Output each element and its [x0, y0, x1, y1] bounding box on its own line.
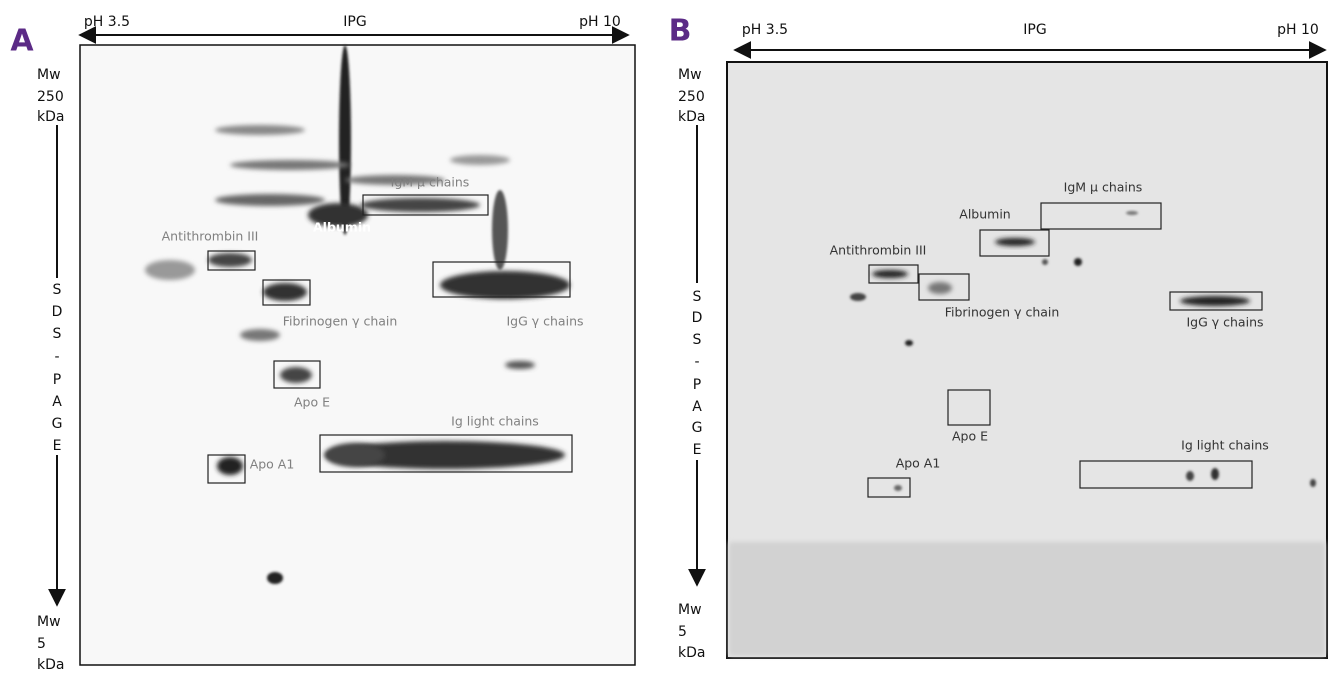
gel-spot	[905, 340, 913, 346]
mw-label: kDa	[37, 109, 64, 125]
gel-spot	[1211, 468, 1219, 480]
sds-letter: S	[53, 282, 62, 298]
ph-label: IPG	[1023, 22, 1046, 38]
spot-label: Fibrinogen γ chain	[283, 314, 398, 329]
gel-spot	[360, 198, 480, 212]
mw-label: kDa	[37, 657, 64, 673]
mw-label: Mw	[678, 67, 702, 83]
spot-label: Albumin	[959, 207, 1010, 222]
mw-label: Mw	[678, 602, 702, 618]
sds-letter: P	[693, 377, 701, 393]
gel-spot	[208, 253, 252, 267]
ph-label: pH 10	[579, 14, 621, 30]
gel-spot	[492, 190, 508, 270]
gel-spot	[1126, 211, 1138, 215]
sds-letter: G	[692, 420, 703, 436]
spot-label: Apo E	[294, 395, 330, 410]
gel	[80, 45, 635, 665]
spot-label: Ig light chains	[1181, 438, 1269, 453]
gel-spot	[850, 293, 866, 301]
sds-letter: -	[694, 354, 699, 370]
sds-letter: D	[52, 304, 63, 320]
figure: ApH 3.5IPGpH 10Mw250kDaMw5kDaSDS-PAGEIgM…	[0, 0, 1329, 673]
gel-spot	[872, 270, 908, 278]
sds-letter: S	[693, 289, 702, 305]
ph-label: pH 3.5	[84, 14, 130, 30]
gel-spot	[894, 485, 902, 491]
spot-label: Apo E	[952, 429, 988, 444]
gel-spot	[450, 155, 510, 165]
mw-label: Mw	[37, 67, 61, 83]
mw-label: Mw	[37, 614, 61, 630]
panel-letter: A	[10, 24, 34, 59]
gel-spot	[145, 260, 195, 280]
gel-spot	[995, 238, 1035, 246]
sds-letter: S	[693, 332, 702, 348]
sds-letter: A	[52, 394, 62, 410]
sds-letter: -	[54, 349, 59, 365]
gel-spot	[230, 160, 350, 170]
gel-spot	[440, 271, 570, 299]
spot-label: IgM μ chains	[391, 175, 470, 190]
mw-label: 5	[678, 624, 687, 640]
spot-label: Antithrombin III	[162, 229, 259, 244]
panel-letter: B	[669, 14, 692, 49]
sds-letter: E	[693, 442, 702, 458]
mw-label: kDa	[678, 109, 705, 125]
gel-shade	[729, 542, 1325, 656]
spot-label: IgG γ chains	[1186, 315, 1263, 330]
spot-label: IgM μ chains	[1064, 180, 1143, 195]
mw-label: 250	[678, 89, 705, 105]
spot-label: IgG γ chains	[506, 314, 583, 329]
mw-label: 250	[37, 89, 64, 105]
ph-label: pH 10	[1277, 22, 1319, 38]
gel-spot	[280, 367, 312, 383]
mw-label: 5	[37, 636, 46, 652]
ph-label: IPG	[343, 14, 366, 30]
sds-letter: S	[53, 326, 62, 342]
spot-label: Apo A1	[896, 456, 941, 471]
sds-letter: P	[53, 372, 61, 388]
ph-label: pH 3.5	[742, 22, 788, 38]
gel-spot	[215, 194, 325, 206]
gel-spot	[217, 457, 243, 475]
gel-spot	[1186, 471, 1194, 481]
sds-letter: A	[692, 399, 702, 415]
gel-spot	[928, 282, 952, 294]
gel-spot	[240, 329, 280, 341]
gel-spot	[505, 361, 535, 369]
gel-spot	[325, 443, 385, 467]
sds-letter: G	[52, 416, 63, 432]
gel-spot	[1074, 258, 1082, 266]
sds-letter: E	[53, 438, 62, 454]
sds-letter: D	[692, 310, 703, 326]
spot-label: Antithrombin III	[830, 243, 927, 258]
mw-label: kDa	[678, 645, 705, 661]
gel-spot	[1042, 259, 1048, 265]
gel-spot	[1180, 296, 1250, 306]
gel-spot	[1310, 479, 1316, 487]
spot-label: Apo A1	[250, 457, 295, 472]
spot-label: Fibrinogen γ chain	[945, 305, 1060, 320]
gel-spot	[267, 572, 283, 584]
spot-label: Ig light chains	[451, 414, 539, 429]
gel-spot	[215, 125, 305, 135]
spot-label: Albumin	[313, 220, 371, 235]
gel-spot	[263, 283, 307, 301]
